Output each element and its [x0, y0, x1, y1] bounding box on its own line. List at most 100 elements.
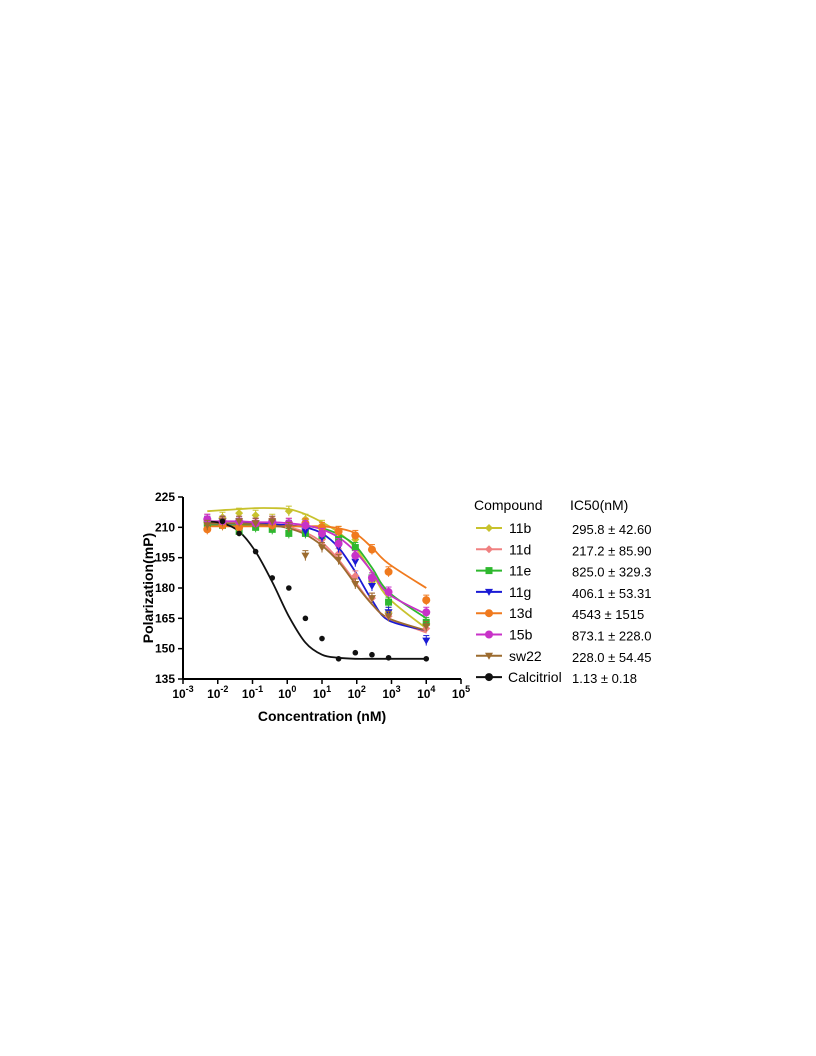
y-axis-title: Polarization(mP)	[140, 533, 156, 643]
legend-swatch-marker-sw22	[485, 652, 493, 660]
point-Calcitriol	[385, 654, 392, 661]
point-13d	[318, 523, 326, 532]
x-tick-label-exponent: 3	[396, 684, 401, 694]
x-tick-label-exponent: 0	[291, 684, 296, 694]
point-11g	[351, 558, 360, 566]
legend-header-compound: Compound	[474, 497, 543, 513]
x-tick-label: 103	[382, 684, 400, 701]
legend-swatch-marker-11e	[485, 567, 493, 575]
point-15b	[351, 551, 360, 560]
x-tick-label: 105	[452, 684, 470, 701]
point-11b	[284, 507, 293, 516]
x-tick-label-base: 10	[417, 687, 431, 701]
y-tick-label: 225	[155, 490, 175, 504]
x-tick-label-base: 10	[348, 687, 362, 701]
x-tick-label: 101	[313, 684, 331, 701]
point-15b	[367, 573, 376, 582]
point-sw22	[334, 556, 343, 564]
x-tick-label-exponent: 2	[361, 684, 366, 694]
data-points	[203, 505, 431, 662]
legend-ic50-11b: 295.8 ± 42.60	[572, 522, 651, 537]
point-sw22	[318, 544, 326, 552]
x-tick-label: 102	[348, 684, 366, 701]
point-15b	[203, 515, 212, 524]
point-11g	[367, 582, 376, 590]
point-sw22	[203, 522, 212, 530]
x-axis-title: Concentration (nM)	[258, 708, 386, 724]
point-13d	[351, 531, 360, 540]
legend-label-Calcitriol: Calcitriol	[508, 669, 562, 685]
point-sw22	[301, 552, 310, 560]
point-11g	[422, 637, 431, 645]
legend-ic50-sw22: 228.0 ± 54.45	[572, 650, 651, 665]
point-sw22	[235, 518, 244, 526]
legend-swatch-marker-15b	[485, 630, 493, 639]
x-tick-label-base: 10	[242, 687, 256, 701]
legend-ic50-13d: 4543 ± 1515	[572, 607, 644, 622]
x-tick-label-exponent: -2	[220, 684, 228, 694]
x-tick-label-base: 10	[382, 687, 396, 701]
legend-label-11d: 11d	[509, 541, 531, 557]
point-sw22	[367, 595, 376, 603]
legend-swatch-marker-11d	[485, 545, 493, 554]
point-Calcitriol	[335, 655, 342, 662]
legend-ic50-11e: 825.0 ± 329.3	[572, 565, 651, 580]
point-11e	[351, 544, 359, 552]
legend-swatch-marker-11b	[485, 524, 493, 532]
point-Calcitriol	[352, 649, 359, 656]
point-Calcitriol	[269, 575, 276, 581]
point-sw22	[251, 520, 260, 528]
point-15b	[422, 608, 431, 617]
x-tick-label-exponent: -3	[186, 684, 194, 694]
point-11b	[235, 509, 244, 518]
legend-label-sw22: sw22	[509, 648, 542, 664]
point-Calcitriol	[219, 518, 226, 525]
legend-swatch-marker-11g	[485, 588, 493, 596]
x-tick-label: 104	[417, 684, 435, 701]
point-15b	[384, 588, 393, 597]
legend-label-15b: 15b	[509, 627, 533, 643]
point-15b	[334, 539, 343, 548]
point-13d	[384, 567, 393, 576]
point-15b	[318, 529, 326, 538]
x-tick-label-exponent: 5	[465, 684, 470, 694]
point-Calcitriol	[369, 651, 375, 658]
x-tick-label-exponent: 4	[430, 684, 435, 694]
x-tick-label: 10-2	[207, 684, 228, 701]
x-tick-label: 10-1	[242, 684, 263, 701]
x-tick-label-base: 10	[278, 687, 292, 701]
y-axis-ticks: 135 150 165 180 195 210 225	[155, 490, 183, 686]
point-sw22	[384, 613, 393, 621]
point-Calcitriol	[302, 615, 309, 622]
legend-label-11b: 11b	[509, 520, 532, 536]
point-sw22	[284, 524, 293, 532]
y-tick-label: 165	[155, 611, 175, 625]
point-sw22	[351, 580, 360, 588]
point-Calcitriol	[286, 585, 292, 591]
x-tick-label: 10-3	[172, 684, 193, 701]
legend-header-ic50: IC50(nM)	[570, 497, 628, 513]
legend-label-11g: 11g	[509, 584, 531, 600]
point-sw22	[268, 518, 277, 526]
fit-curve-11d	[207, 522, 427, 634]
x-tick-label-base: 10	[452, 687, 466, 701]
legend-swatch-marker-13d	[485, 609, 493, 618]
x-axis-ticks: 10-3 10-2 10-1 100 101 102 103 104 105	[172, 679, 470, 701]
point-11e	[285, 529, 293, 537]
x-tick-label-exponent: -1	[255, 684, 263, 694]
legend-swatch-marker-Calcitriol	[485, 673, 493, 682]
point-Calcitriol	[423, 655, 430, 662]
point-Calcitriol	[252, 548, 259, 555]
legend-ic50-Calcitriol: 1.13 ± 0.18	[572, 671, 637, 686]
legend-ic50-11g: 406.1 ± 53.31	[572, 586, 651, 601]
point-13d	[367, 545, 376, 554]
legend-label-11e: 11e	[509, 563, 532, 579]
point-13d	[334, 527, 343, 536]
x-tick-label-base: 10	[172, 687, 186, 701]
y-tick-label: 180	[155, 581, 175, 595]
point-Calcitriol	[319, 635, 325, 642]
point-sw22	[422, 623, 431, 631]
point-13d	[235, 523, 244, 532]
